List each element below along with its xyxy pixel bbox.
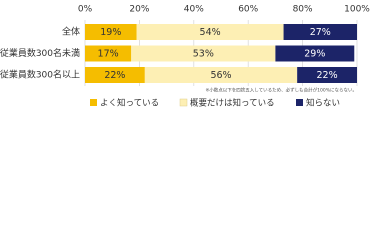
legend-label: 概要だけは知っている (190, 98, 275, 109)
x-tick-label: 80% (293, 5, 313, 15)
note: ※小数点以下を四捨五入しているため、必ずしも合計が100%にならない。 (206, 87, 358, 94)
bar-segment (275, 45, 355, 62)
chart: ※小数点以下を四捨五入しているため、必ずしも合計が100%にならない。 0% 20… (0, 5, 370, 109)
bar-segment (131, 45, 276, 62)
x-tick-label: 100% (344, 5, 370, 15)
y-tick-label: 従業員数300名以上 (0, 69, 80, 81)
value-label: 54% (200, 27, 221, 38)
x-tick-label: 0% (78, 5, 93, 15)
x-tick-label: 60% (238, 5, 258, 15)
bar-segment (85, 45, 132, 62)
bar-segment (136, 24, 284, 40)
legend-swatch (90, 99, 97, 106)
value-label: 29% (304, 49, 325, 60)
legend-swatch (296, 99, 303, 106)
bar-segment (85, 24, 137, 40)
value-label: 22% (104, 70, 125, 81)
bar-segment (144, 67, 298, 83)
value-label: 53% (193, 49, 214, 60)
legend-swatch (179, 98, 188, 107)
bar-segment (85, 67, 145, 83)
value-label: 17% (98, 49, 119, 60)
bar-segment (283, 24, 357, 40)
x-tick-label: 40% (184, 5, 204, 15)
legend-label: 知らない (306, 98, 340, 109)
bar-segment (297, 67, 357, 83)
x-tick-label: 20% (129, 5, 149, 15)
value-label: 19% (100, 27, 121, 38)
value-label: 27% (310, 27, 331, 38)
legend-label: よく知っている (100, 98, 159, 109)
y-tick-label: 全体 (62, 26, 80, 38)
value-label: 22% (317, 70, 338, 81)
y-tick-label: 従業員数300名未満 (0, 47, 80, 59)
value-label: 56% (210, 70, 231, 81)
